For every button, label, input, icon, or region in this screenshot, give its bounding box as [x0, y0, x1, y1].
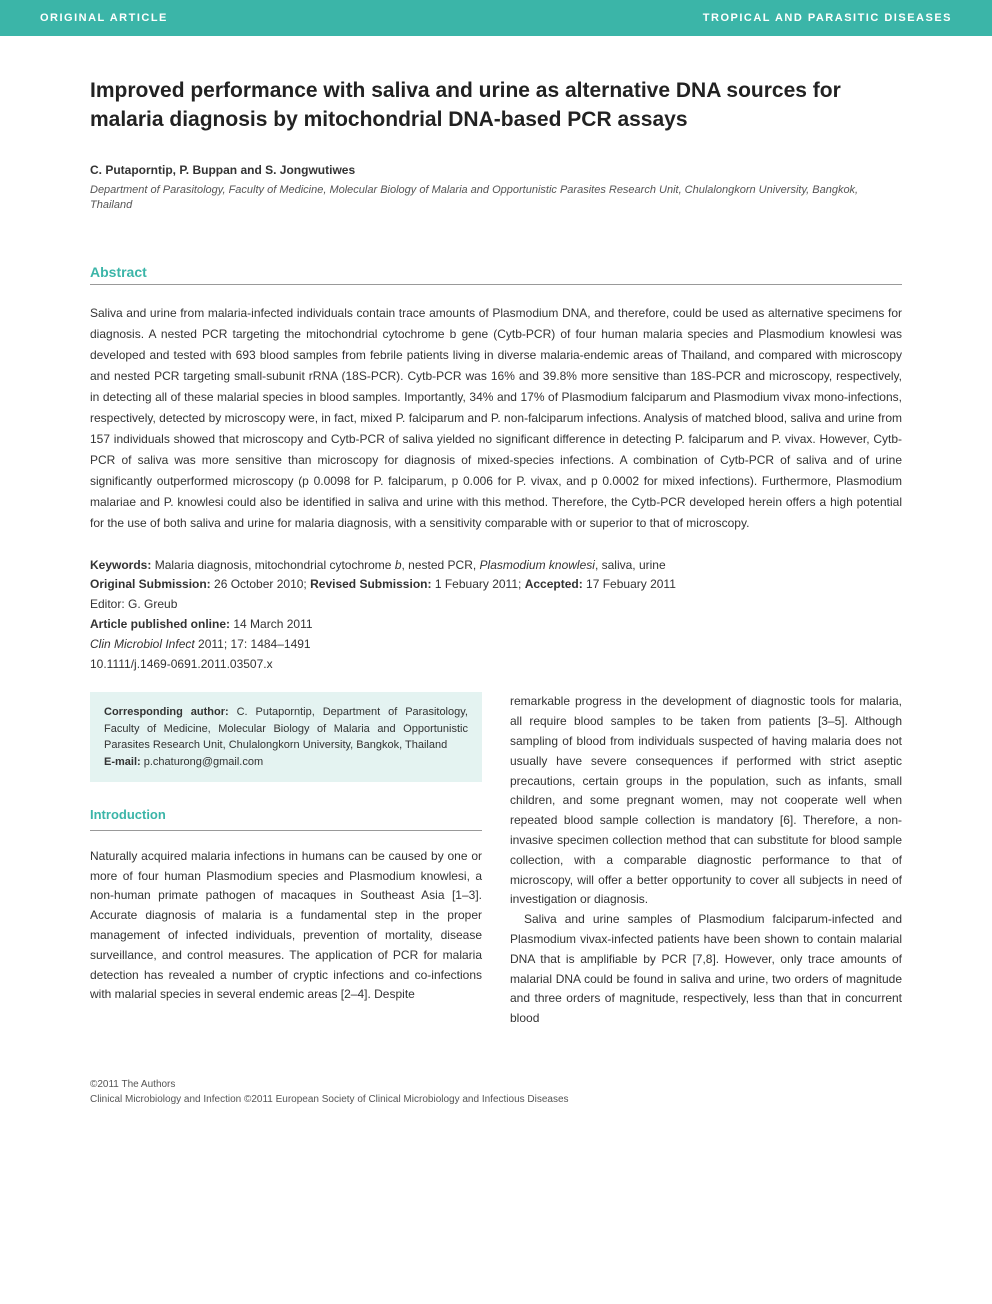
- article-category-label: TROPICAL AND PARASITIC DISEASES: [703, 12, 952, 24]
- article-title: Improved performance with saliva and uri…: [90, 76, 902, 135]
- published-label: Article published online:: [90, 617, 230, 631]
- orig-sub-date: 26 October 2010;: [214, 577, 307, 591]
- article-meta-block: Keywords: Malaria diagnosis, mitochondri…: [90, 556, 902, 675]
- introduction-left-para: Naturally acquired malaria infections in…: [90, 847, 482, 1005]
- editor-label: Editor:: [90, 597, 125, 611]
- corresponding-author-box: Corresponding author: C. Putaporntip, De…: [90, 692, 482, 782]
- acc-date: 17 Febuary 2011: [586, 577, 676, 591]
- orig-sub-label: Original Submission:: [90, 577, 211, 591]
- authors-line: C. Putaporntip, P. Buppan and S. Jongwut…: [90, 163, 902, 177]
- published-date: 14 March 2011: [233, 617, 312, 631]
- left-column: Corresponding author: C. Putaporntip, De…: [90, 692, 482, 1029]
- submission-line: Original Submission: 26 October 2010; Re…: [90, 575, 902, 595]
- rev-sub-label: Revised Submission:: [310, 577, 431, 591]
- abstract-heading: Abstract: [90, 264, 902, 285]
- introduction-right-para2: Saliva and urine samples of Plasmodium f…: [510, 910, 902, 1029]
- lower-two-column: Corresponding author: C. Putaporntip, De…: [90, 692, 902, 1029]
- email-label: E-mail:: [104, 756, 141, 768]
- right-column: remarkable progress in the development o…: [510, 692, 902, 1029]
- corresponding-email: p.chaturong@gmail.com: [144, 756, 263, 768]
- article-type-label: ORIGINAL ARTICLE: [40, 12, 168, 24]
- affiliation-line: Department of Parasitology, Faculty of M…: [90, 183, 902, 214]
- abstract-text: Saliva and urine from malaria-infected i…: [90, 303, 902, 534]
- editor-name: G. Greub: [128, 597, 177, 611]
- footer-line1: ©2011 The Authors: [90, 1077, 902, 1092]
- article-header-bar: ORIGINAL ARTICLE TROPICAL AND PARASITIC …: [0, 0, 992, 36]
- introduction-right-para1: remarkable progress in the development o…: [510, 692, 902, 910]
- corresponding-label: Corresponding author:: [104, 706, 229, 718]
- acc-label: Accepted:: [525, 577, 583, 591]
- journal-ref: 2011; 17: 1484–1491: [198, 637, 311, 651]
- rev-sub-date: 1 Febuary 2011;: [435, 577, 522, 591]
- editor-line: Editor: G. Greub: [90, 595, 902, 615]
- footer-line2: Clinical Microbiology and Infection ©201…: [90, 1092, 902, 1107]
- keywords-text: Malaria diagnosis, mitochondrial cytochr…: [155, 558, 666, 572]
- page-footer: ©2011 The Authors Clinical Microbiology …: [0, 1059, 992, 1127]
- journal-line: Clin Microbiol Infect 2011; 17: 1484–149…: [90, 635, 902, 655]
- doi-line: 10.1111/j.1469-0691.2011.03507.x: [90, 655, 902, 675]
- keywords-label: Keywords:: [90, 558, 151, 572]
- journal-name: Clin Microbiol Infect: [90, 637, 195, 651]
- article-content: Improved performance with saliva and uri…: [0, 36, 992, 1059]
- introduction-heading: Introduction: [90, 804, 482, 830]
- keywords-line: Keywords: Malaria diagnosis, mitochondri…: [90, 556, 902, 576]
- published-line: Article published online: 14 March 2011: [90, 615, 902, 635]
